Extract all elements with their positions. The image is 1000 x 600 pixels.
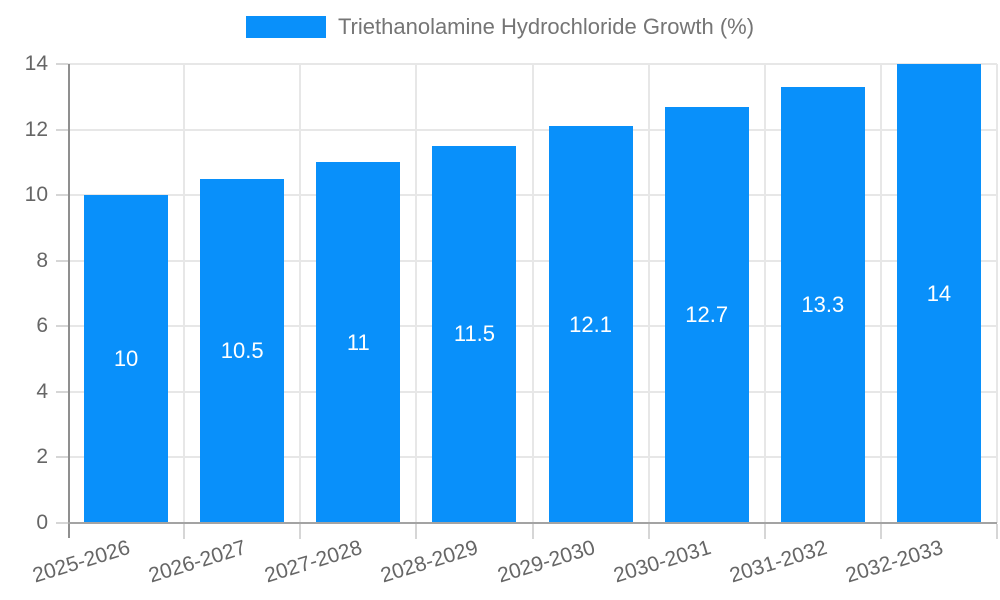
bar[interactable]: 10.5 — [200, 178, 285, 523]
bar[interactable]: 13.3 — [780, 86, 865, 523]
x-axis-line — [56, 522, 997, 524]
y-axis-line — [68, 64, 70, 538]
x-axis-tick — [531, 524, 534, 539]
y-axis-tick — [56, 259, 68, 262]
bar[interactable]: 11.5 — [432, 145, 517, 523]
vertical-gridline — [531, 64, 534, 523]
bar[interactable]: 10 — [84, 195, 169, 523]
x-axis-tick — [647, 524, 650, 539]
y-axis-tick — [56, 128, 68, 131]
chart-legend[interactable]: Triethanolamine Hydrochloride Growth (%) — [0, 14, 1000, 40]
legend-label: Triethanolamine Hydrochloride Growth (%) — [337, 14, 755, 39]
x-axis-tick — [183, 524, 186, 539]
plot-area: 10 10.5 11 11.5 12.1 12.7 13.3 14 — [68, 63, 998, 523]
x-axis-tick — [879, 524, 882, 539]
vertical-gridline — [415, 64, 418, 523]
y-axis-tick-label: 14 — [24, 52, 48, 75]
y-axis-tick — [56, 522, 68, 524]
y-axis-tick — [56, 194, 68, 197]
vertical-gridline — [647, 64, 650, 523]
vertical-gridline — [763, 64, 766, 523]
bar[interactable]: 11 — [316, 162, 401, 523]
x-axis-tick — [763, 524, 766, 539]
bar-value-label: 12.7 — [685, 301, 729, 327]
bar-value-label: 13.3 — [801, 291, 845, 317]
y-axis-tick — [56, 325, 68, 328]
x-axis-tick — [299, 524, 302, 539]
y-axis-tick-label: 8 — [36, 248, 48, 272]
y-axis-tick-label: 0 — [36, 511, 48, 534]
bar-value-label: 11 — [346, 329, 370, 355]
y-axis-tick — [56, 456, 68, 459]
x-axis-tick — [415, 524, 418, 539]
bar[interactable]: 12.7 — [664, 106, 749, 523]
bar[interactable]: 12.1 — [548, 126, 633, 523]
vertical-gridline — [879, 64, 882, 523]
y-axis-tick — [56, 63, 68, 65]
legend-swatch — [245, 16, 326, 38]
bar-value-label: 14 — [926, 280, 952, 306]
y-axis-tick-label: 6 — [36, 314, 48, 338]
y-axis-tick-label: 4 — [36, 379, 48, 403]
bar-value-label: 12.1 — [569, 311, 612, 337]
bar-value-label: 10.5 — [220, 337, 264, 363]
y-axis-tick-label: 2 — [36, 445, 48, 469]
bar-value-label: 10 — [113, 346, 139, 372]
bar[interactable]: 14 — [896, 64, 981, 523]
vertical-gridline — [299, 64, 302, 523]
vertical-gridline — [183, 64, 186, 523]
x-axis-tick — [996, 524, 998, 539]
y-axis-tick-label: 12 — [24, 117, 48, 141]
y-axis-tick-label: 10 — [24, 183, 48, 207]
y-axis-tick — [56, 390, 68, 393]
vertical-gridline — [996, 64, 998, 523]
bar-value-label: 11.5 — [453, 321, 496, 347]
